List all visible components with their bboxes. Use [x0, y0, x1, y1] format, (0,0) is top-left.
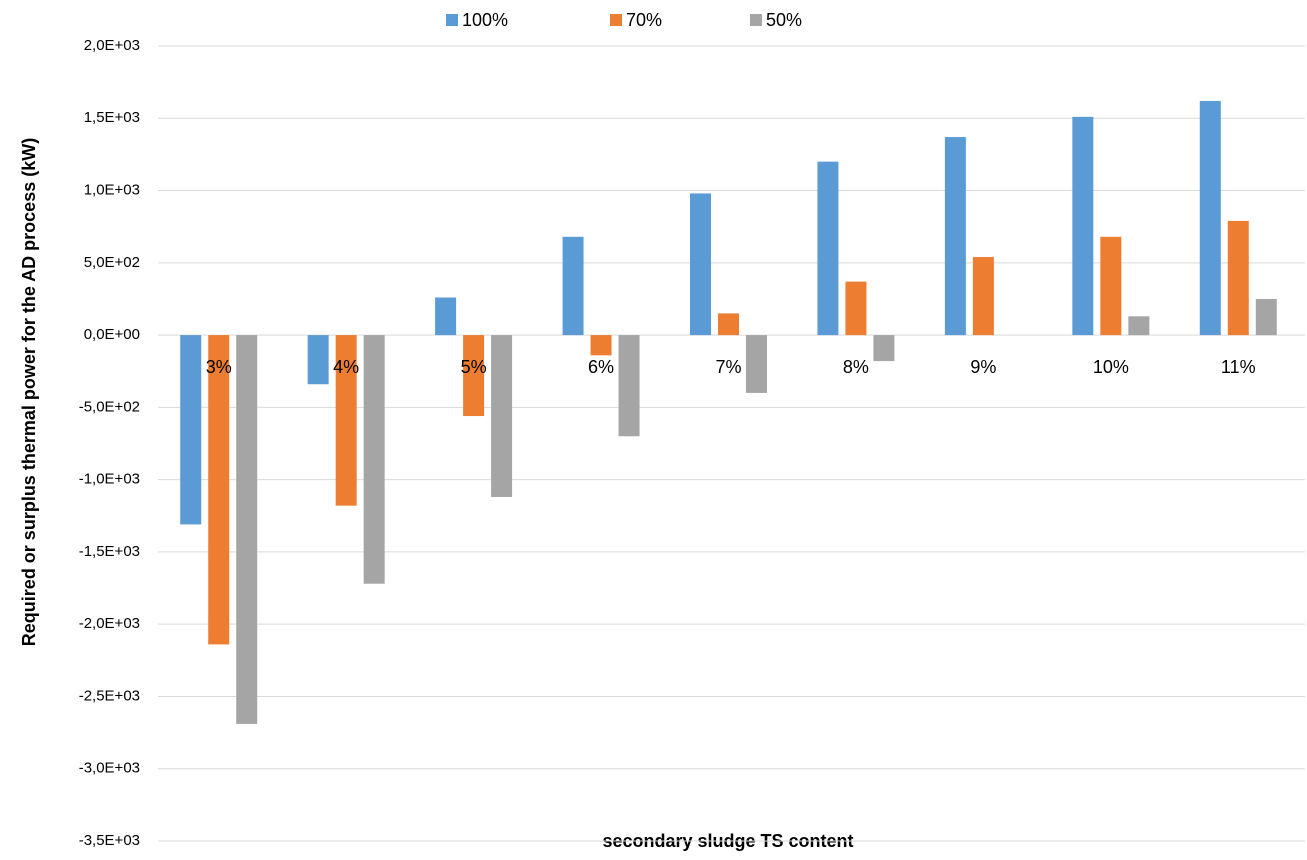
y-tick-label: -3,0E+03 — [79, 760, 140, 777]
bar — [590, 335, 612, 356]
bar — [1227, 220, 1249, 336]
y-tick-label: 2,0E+03 — [84, 37, 140, 54]
bar — [1255, 298, 1277, 336]
bar — [873, 335, 895, 362]
x-tick-label: 11% — [1221, 357, 1256, 377]
bar — [463, 335, 485, 417]
bar — [491, 335, 513, 497]
y-axis-title: Required or surplus thermal power for th… — [19, 138, 39, 646]
bar — [817, 161, 839, 336]
y-tick-label: 0,0E+00 — [84, 326, 140, 343]
y-tick-label: -3,5E+03 — [79, 832, 140, 849]
x-tick-label: 5% — [461, 357, 487, 377]
bar — [845, 281, 867, 336]
x-tick-label: 9% — [970, 357, 996, 377]
y-tick-label: 1,0E+03 — [84, 182, 140, 199]
x-tick-label: 7% — [715, 357, 741, 377]
x-tick-label: 6% — [588, 357, 614, 377]
bar — [944, 137, 966, 336]
bar — [363, 335, 385, 584]
bar — [718, 313, 739, 336]
y-tick-label: -2,0E+03 — [79, 615, 140, 632]
bar — [335, 335, 357, 506]
bar — [1199, 100, 1221, 336]
bar — [236, 335, 258, 724]
legend-label: 100% — [462, 10, 508, 30]
x-tick-label: 8% — [843, 357, 869, 377]
legend-label: 70% — [626, 10, 662, 30]
bar — [208, 335, 230, 645]
bar — [618, 335, 640, 437]
y-tick-label: -1,0E+03 — [79, 471, 140, 488]
legend-swatch — [750, 14, 762, 26]
bar — [972, 257, 994, 336]
y-tick-label: 1,5E+03 — [84, 109, 140, 126]
legend-label: 50% — [766, 10, 802, 30]
x-tick-label: 10% — [1093, 357, 1129, 377]
bar — [307, 335, 329, 385]
bar — [1100, 236, 1122, 336]
x-tick-label: 3% — [206, 357, 232, 377]
legend-swatch — [610, 14, 622, 26]
bar — [1128, 316, 1150, 336]
y-tick-label: -2,5E+03 — [79, 687, 140, 704]
bar — [690, 193, 711, 336]
bar — [746, 335, 767, 393]
bar — [435, 297, 457, 336]
bar — [562, 236, 584, 336]
y-tick-label: -5,0E+02 — [79, 398, 140, 415]
x-tick-label: 4% — [333, 357, 359, 377]
y-tick-label: -1,5E+03 — [79, 543, 140, 560]
bar — [1072, 116, 1094, 336]
bar — [180, 335, 202, 525]
legend-swatch — [446, 14, 458, 26]
y-tick-label: 5,0E+02 — [84, 254, 140, 271]
